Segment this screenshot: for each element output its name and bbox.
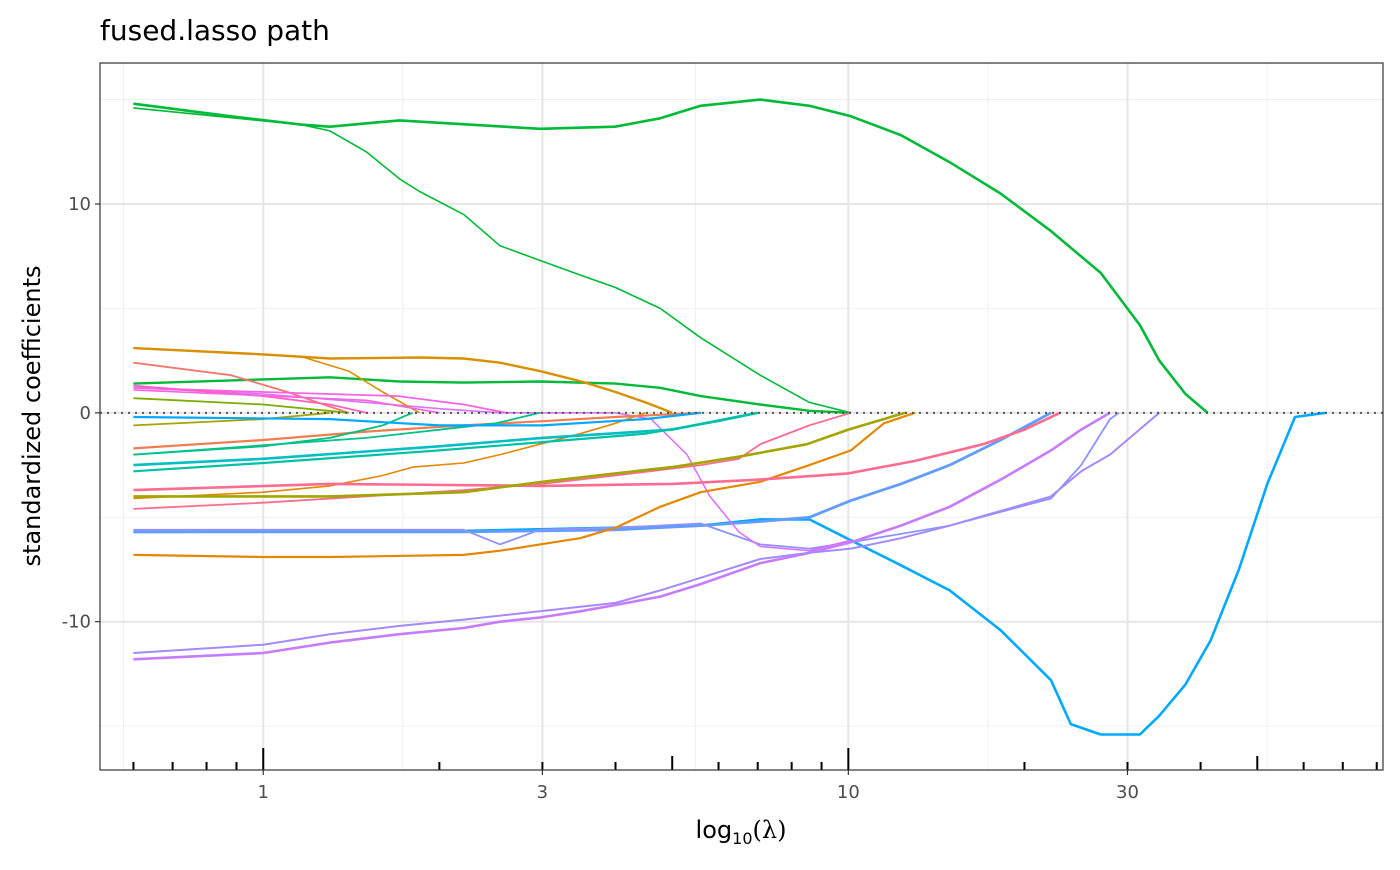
x-tick-label: 1 bbox=[258, 782, 269, 803]
x-tick-label: 3 bbox=[537, 782, 548, 803]
y-tick-label: 0 bbox=[80, 403, 91, 424]
series-line-s24 bbox=[133, 411, 758, 473]
x-axis-label-main: log bbox=[696, 816, 733, 844]
y-tick-label: -10 bbox=[62, 612, 91, 633]
x-axis-label-arg: (λ) bbox=[753, 816, 787, 844]
series-line-s19 bbox=[133, 397, 349, 414]
x-axis-label-sub: 10 bbox=[732, 829, 752, 848]
series-line-s10 bbox=[133, 346, 673, 414]
y-axis: -10 0 10 bbox=[62, 194, 100, 633]
series-line-s22 bbox=[133, 411, 541, 456]
y-axis-label: standardized coefficients bbox=[18, 266, 46, 567]
series-lines bbox=[100, 98, 1383, 736]
x-tick-label: 10 bbox=[837, 782, 860, 803]
series-line-s28 bbox=[133, 389, 440, 414]
chart-title: fused.lasso path bbox=[100, 14, 330, 47]
series-line-s6 bbox=[133, 412, 1120, 550]
series-line-s26 bbox=[133, 386, 507, 414]
series-line-s16 bbox=[133, 411, 852, 510]
series-line-s3 bbox=[133, 376, 851, 414]
series-line-s11 bbox=[133, 347, 420, 414]
series-line-s12 bbox=[133, 411, 916, 559]
x-axis-label: log10(λ) bbox=[696, 816, 787, 848]
series-line-s27 bbox=[133, 384, 367, 414]
x-tick-label: 30 bbox=[1116, 782, 1139, 803]
series-line-s25 bbox=[133, 411, 702, 427]
grid bbox=[100, 63, 1383, 770]
series-line-s17 bbox=[133, 411, 1061, 492]
y-tick-label: 10 bbox=[68, 194, 91, 215]
x-axis: 1 3 10 30 bbox=[258, 770, 1139, 803]
series-line-s7 bbox=[133, 411, 1111, 661]
series-line-s2 bbox=[133, 107, 852, 414]
series-line-s5 bbox=[133, 411, 1052, 534]
log-ticks bbox=[132, 748, 1378, 770]
series-line-s1 bbox=[133, 98, 1209, 414]
panel-border bbox=[99, 62, 1384, 771]
series-line-s13 bbox=[133, 412, 646, 500]
series-line-s8 bbox=[133, 412, 1160, 654]
series-line-s18 bbox=[133, 411, 906, 498]
